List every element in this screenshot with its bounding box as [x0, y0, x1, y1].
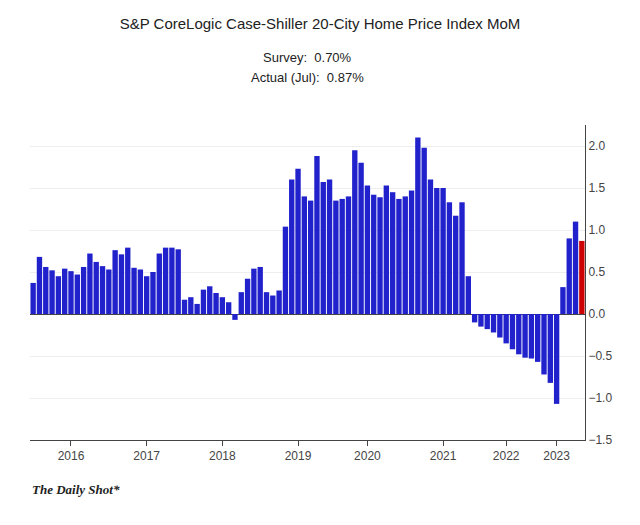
svg-text:2020: 2020	[354, 449, 381, 463]
svg-text:Survey: 0.70%: Survey: 0.70%	[263, 50, 352, 65]
svg-text:−0.5: −0.5	[588, 349, 612, 363]
svg-text:2018: 2018	[209, 449, 236, 463]
svg-text:−1.5: −1.5	[588, 433, 612, 447]
svg-text:1.0: 1.0	[588, 223, 605, 237]
svg-text:2021: 2021	[430, 449, 457, 463]
svg-text:2022: 2022	[493, 449, 520, 463]
svg-text:2.0: 2.0	[588, 139, 605, 153]
svg-text:2016: 2016	[58, 449, 85, 463]
svg-text:2019: 2019	[285, 449, 312, 463]
svg-text:0.5: 0.5	[588, 265, 605, 279]
svg-text:S&P CoreLogic Case-Shiller 20-: S&P CoreLogic Case-Shiller 20-City Home …	[120, 15, 521, 32]
svg-text:2017: 2017	[133, 449, 160, 463]
svg-text:1.5: 1.5	[588, 181, 605, 195]
svg-text:2023: 2023	[543, 449, 570, 463]
svg-text:0.0: 0.0	[588, 307, 605, 321]
svg-text:Actual (Jul): 0.87%: Actual (Jul): 0.87%	[251, 70, 364, 85]
svg-text:−1.0: −1.0	[588, 391, 612, 405]
svg-text:The Daily Shot*: The Daily Shot*	[32, 482, 120, 497]
